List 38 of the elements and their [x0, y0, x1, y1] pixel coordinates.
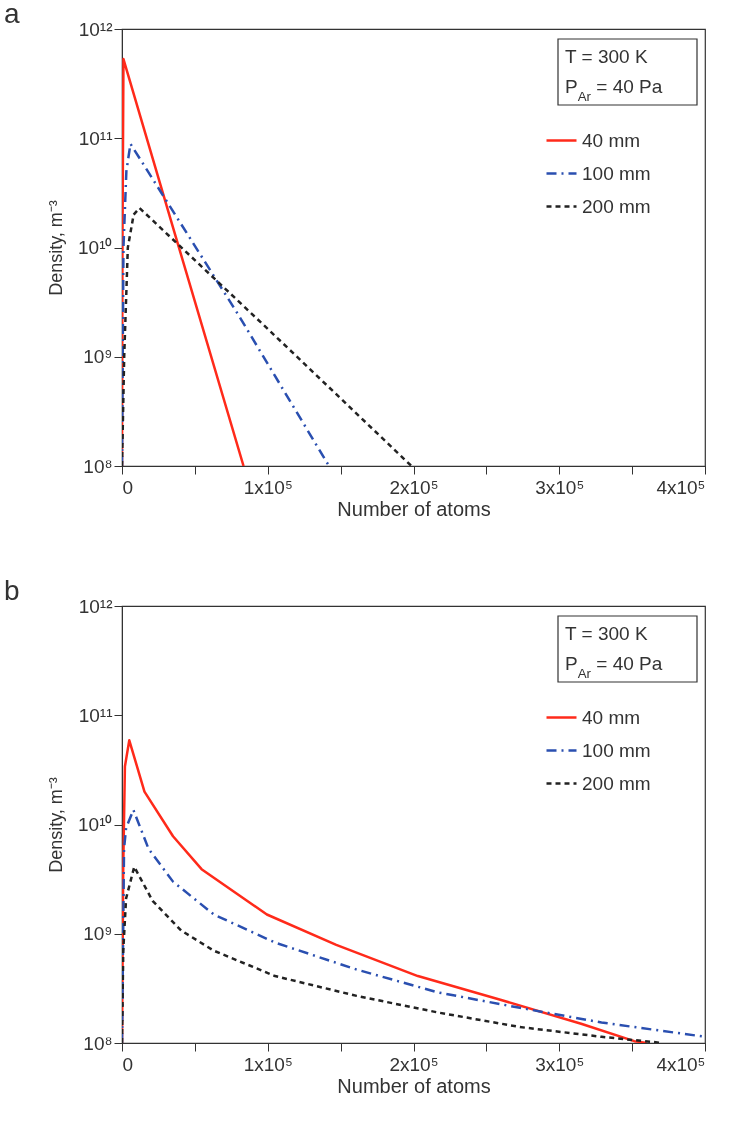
y-axis-title: Density, m⁻³: [46, 777, 67, 873]
y-tick-label: 10⁸: [83, 1032, 113, 1054]
x-tick-label: 0: [122, 476, 134, 498]
legend-label: 100 mm: [582, 739, 651, 761]
x-axis-title: Number of atoms: [337, 1074, 491, 1097]
legend-label: 40 mm: [582, 129, 641, 151]
x-tick-label: 3x10⁵: [535, 476, 585, 498]
x-axis-title: Number of atoms: [337, 497, 491, 520]
legend-label: 200 mm: [582, 195, 651, 217]
chart-title: b: [4, 575, 20, 606]
x-tick-label: 0: [122, 1053, 134, 1075]
legend-label: 200 mm: [582, 772, 651, 794]
line-series: [122, 142, 331, 466]
y-tick-label: 10¹²: [78, 18, 113, 40]
x-tick-label: 1x10⁵: [243, 1053, 293, 1075]
y-tick-label: 10¹¹: [78, 127, 113, 149]
y-tick-label: 10¹¹: [78, 704, 113, 726]
y-tick-label: 10¹⁰: [78, 237, 113, 258]
annotation: T = 300 K: [565, 623, 648, 644]
y-tick-label: 10⁹: [83, 346, 113, 368]
x-tick-label: 3x10⁵: [535, 1053, 585, 1075]
annotation: T = 300 K: [565, 46, 648, 67]
x-tick-label: 2x10⁵: [389, 1053, 439, 1075]
y-tick-label: 10⁹: [83, 923, 113, 945]
x-tick-label: 4x10⁵: [656, 476, 706, 498]
y-tick-label: 10¹⁰: [78, 814, 113, 835]
annotation: P$_{Ar}$ = 40 Pa: [565, 653, 663, 681]
x-tick-label: 4x10⁵: [656, 1053, 706, 1075]
x-tick-label: 2x10⁵: [389, 476, 439, 498]
y-tick-label: 10¹²: [78, 595, 113, 617]
annotation: P$_{Ar}$ = 40 Pa: [565, 76, 663, 104]
legend-label: 100 mm: [582, 162, 651, 184]
x-tick-label: 1x10⁵: [243, 476, 293, 498]
y-tick-label: 10⁸: [83, 455, 113, 477]
chart-title: a: [4, 0, 20, 29]
legend-label: 40 mm: [582, 706, 641, 728]
line-series: [122, 206, 413, 466]
y-axis-title: Density, m⁻³: [46, 200, 67, 296]
